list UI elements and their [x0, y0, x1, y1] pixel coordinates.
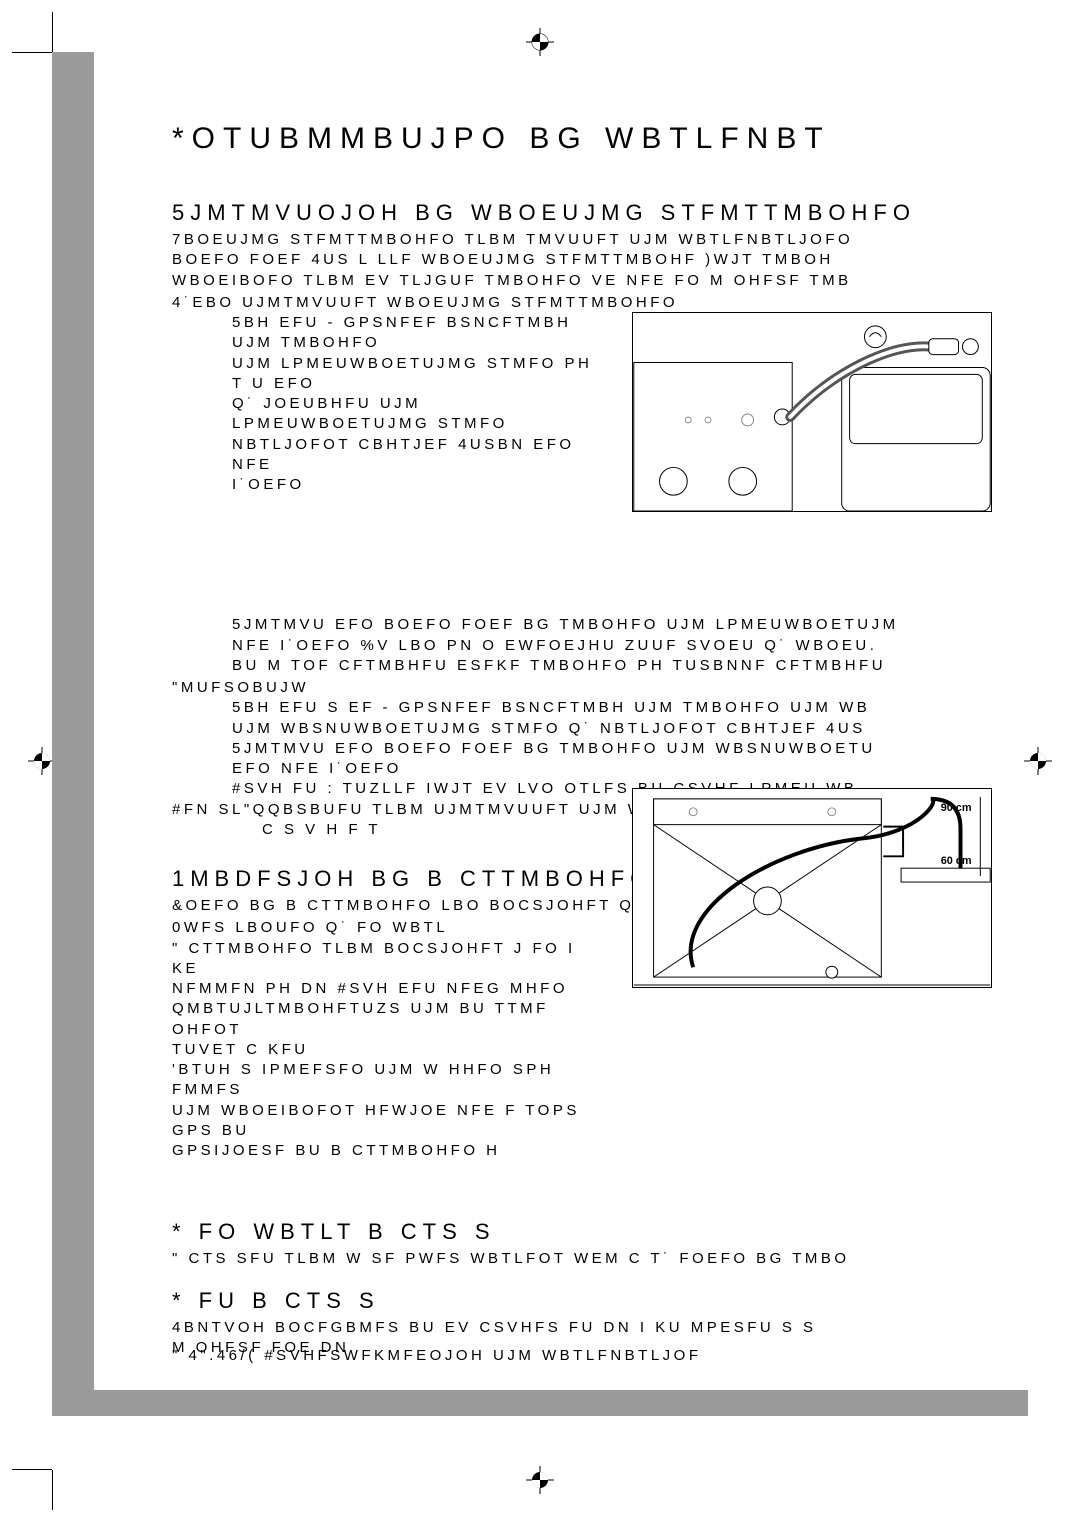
section1-b5: I˙OEFO [172, 475, 602, 495]
section1-alt: "MUFSOBUJW [172, 678, 1028, 698]
section2-b4: TUVET C KFU [172, 1040, 602, 1060]
footer-text: " 4".46/( #SVHFSWFKMFEOJOH UJM WBTLFNBTL… [172, 1347, 702, 1364]
section2-b6: UJM WBOEIBOFOT HFWJOE NFE F TOPS GPS BU [172, 1101, 602, 1142]
section1-a1: 5BH EFU S EF - GPSNFEF BSNCFTMBH UJM TMB… [172, 698, 1028, 718]
section1-title: 5JMTMVUOJOH BG WBOEUJMG STFMTTMBOHFO [172, 200, 1028, 226]
section2-b1: " CTTMBOHFO TLBM BOCSJOHFT J FO I KE [172, 939, 602, 980]
section1-p5: NFE I˙OEFO %V LBO PN O EWFOEJHU ZUUF SVO… [172, 636, 1028, 656]
margin-bar-vertical [52, 52, 94, 1390]
section1-a4: EFO NFE I˙OEFO [172, 759, 1028, 779]
section1-p2: BOEFO FOEF 4US L LLF WBOEUJMG STFMTTMBOH… [172, 250, 1028, 270]
section1-a2: UJM WBSNUWBOETUJMG STMFO Q˙ NBTLJOFOT CB… [172, 719, 1028, 739]
svg-text:90 cm: 90 cm [941, 802, 972, 814]
content-area: *OTUBMMBUJPO BG WBTLFNBT 5JMTMVUOJOH BG … [172, 122, 1028, 1350]
section2-b7: GPSIJOESF BU B CTTMBOHFO H [172, 1141, 602, 1161]
section3-p1: " CTS SFU TLBM W SF PWFS WBTLFOT WEM C T… [172, 1249, 1028, 1269]
section1-b2: UJM LPMEUWBOETUJMG STMFO PH T U EFO [172, 354, 602, 395]
diagram-water-inlet [632, 312, 992, 512]
section1-p1: 7BOEUJMG STFMTTMBOHFO TLBM TMVUUFT UJM W… [172, 230, 1028, 250]
page-frame: *OTUBMMBUJPO BG WBTLFNBT 5JMTMVUOJOH BG … [52, 52, 1028, 1470]
margin-bar-horizontal [52, 1390, 1028, 1416]
section1-p6: BU M TOF CFTMBHFU ESFKF TMBOHFO PH TUSBN… [172, 656, 1028, 676]
section4-p1: 4BNTVOH BOCFGBMFS BU EV CSVHFS FU DN I K… [172, 1318, 1028, 1338]
section2-b5: 'BTUH S IPMEFSFO UJM W HHFO SPH FMMFS [172, 1060, 602, 1101]
section1-a3: 5JMTMVU EFO BOEFO FOEF BG TMBOHFO UJM WB… [172, 739, 1028, 759]
section1-sub1: 4˙EBO UJMTMVUUFT WBOEUJMG STFMTTMBOHFO [172, 293, 1028, 313]
svg-text:60 cm: 60 cm [941, 855, 972, 867]
registration-mark-right [1024, 747, 1052, 775]
main-title: *OTUBMMBUJPO BG WBTLFNBT [172, 122, 1028, 156]
section1-b3: Q˙ JOEUBHFU UJM LPMEUWBOETUJMG STMFO [172, 394, 602, 435]
section2-b3: QMBTUJLTMBOHFTUZS UJM BU TTMF OHFOT [172, 999, 602, 1040]
section1-p4: 5JMTMVU EFO BOEFO FOEF BG TMBOHFO UJM LP… [172, 615, 1028, 635]
section2-b2: NFMMFN PH DN #SVH EFU NFEG MHFO [172, 979, 602, 999]
section3-title: * FO WBTLT B CTS S [172, 1219, 1028, 1245]
diagram-drain-hose: 90 cm 60 cm [632, 788, 992, 988]
registration-mark-bottom [526, 1466, 554, 1494]
section1-p3: WBOEIBOFO TLBM EV TLJGUF TMBOHFO VE NFE … [172, 271, 1028, 291]
section4-title: * FU B CTS S [172, 1288, 1028, 1314]
section1-b4: NBTLJOFOT CBHTJEF 4USBN EFO NFE [172, 435, 602, 476]
section1-b1: 5BH EFU - GPSNFEF BSNCFTMBH UJM TMBOHFO [172, 313, 602, 354]
